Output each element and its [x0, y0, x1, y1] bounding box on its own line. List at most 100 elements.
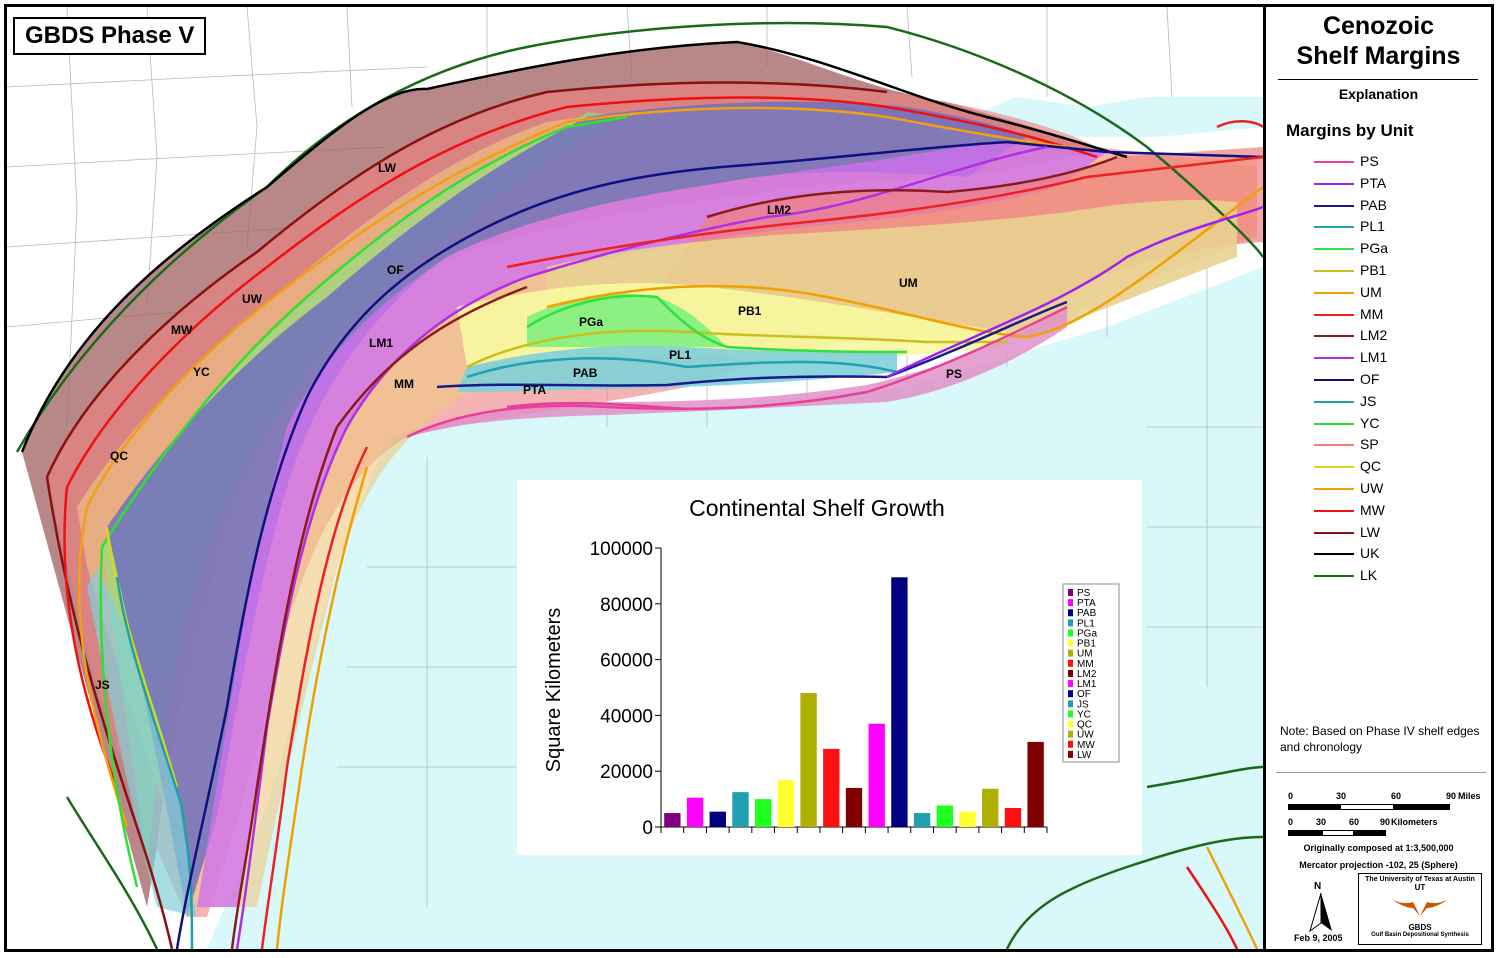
- longhorn-icon: [1387, 896, 1453, 916]
- chart-legend-swatch: [1068, 690, 1073, 698]
- scale-segment: [1288, 830, 1322, 836]
- legend-item-js: JS: [1314, 391, 1484, 413]
- scale-segment: [1394, 804, 1450, 810]
- map-frame: GBDS Phase V LW OF UW MW YC QC JS LM1 MM…: [4, 4, 1494, 952]
- chart-legend-swatch: [1068, 750, 1073, 758]
- legend-title-rule: [1278, 79, 1478, 80]
- legend-label: OF: [1360, 371, 1380, 387]
- chart-legend-swatch: [1068, 730, 1073, 738]
- chart-legend-label: UM: [1077, 649, 1093, 660]
- chart-bar-of: [891, 577, 908, 827]
- chart-legend-label: QC: [1077, 720, 1092, 731]
- chart-legend-swatch: [1068, 639, 1073, 647]
- scale-miles-tick: 60: [1391, 791, 1402, 801]
- chart-y-tick-label: 40000: [600, 706, 653, 727]
- legend-label: QC: [1360, 458, 1381, 475]
- chart-legend-label: PGa: [1077, 628, 1097, 639]
- legend-swatch: [1314, 204, 1354, 207]
- ut-gbds-logo: The University of Texas at Austin UT GBD…: [1358, 873, 1482, 945]
- legend-label: UW: [1360, 480, 1384, 496]
- shelf-margin-map: [7, 7, 1263, 949]
- scale-miles-tick: 30: [1336, 791, 1347, 801]
- legend-label: PAB: [1360, 196, 1387, 213]
- chart-bar-lm2: [845, 787, 863, 827]
- label-qc: QC: [110, 449, 128, 463]
- chart-title: Continental Shelf Growth: [689, 495, 945, 521]
- chart-legend-swatch: [1068, 609, 1073, 617]
- legend-title-line1: Cenozoic: [1322, 12, 1435, 40]
- north-label: N: [1314, 881, 1322, 892]
- legend-item-pta: PTA: [1314, 173, 1484, 195]
- chart-y-tick-label: 60000: [600, 651, 653, 672]
- legend-swatch: [1314, 488, 1354, 490]
- chart-legend-label: JS: [1077, 699, 1089, 710]
- chart-legend-swatch: [1068, 589, 1073, 596]
- scale-km-tick: 0: [1288, 817, 1294, 827]
- legend-item-mm: MM: [1314, 304, 1484, 326]
- chart-bar-qc: [959, 811, 976, 827]
- legend-divider: [1276, 772, 1486, 773]
- map-area[interactable]: GBDS Phase V LW OF UW MW YC QC JS LM1 MM…: [7, 7, 1263, 949]
- label-lw: LW: [378, 161, 396, 175]
- label-pab: PAB: [573, 366, 598, 380]
- chart-legend-label: PTA: [1077, 598, 1096, 609]
- legend-item-pb1: PB1: [1314, 260, 1484, 282]
- chart-y-tick-label: 0: [642, 818, 653, 839]
- scale-segment: [1340, 804, 1394, 810]
- legend-item-um: UM: [1314, 282, 1484, 304]
- chart-bar-pab: [709, 811, 726, 827]
- logo-university: The University of Texas at Austin: [1365, 876, 1475, 883]
- legend-item-uk: UK: [1314, 543, 1484, 565]
- legend-item-lw: LW: [1314, 522, 1484, 544]
- label-pga: PGa: [579, 315, 604, 329]
- scale-km-unit: Kilometers: [1391, 817, 1438, 827]
- chart-bar-lw: [1027, 741, 1044, 827]
- chart-y-axis-label: Square Kilometers: [543, 608, 565, 773]
- scale-km-tick: 90: [1380, 817, 1391, 827]
- legend-swatch: [1314, 466, 1354, 469]
- label-lm1: LM1: [369, 336, 393, 350]
- label-pta: PTA: [523, 383, 547, 397]
- legend-swatch: [1314, 313, 1354, 316]
- legend-label: PGa: [1360, 240, 1389, 257]
- chart-bar-pl1: [732, 792, 749, 827]
- scale-km-tick: 30: [1316, 817, 1327, 827]
- legend-item-lk: LK: [1314, 565, 1484, 587]
- chart-legend-swatch: [1068, 680, 1073, 688]
- chart-bar-ps: [664, 813, 681, 827]
- legend-swatch: [1314, 444, 1354, 447]
- chart-bar-yc: [936, 805, 953, 827]
- legend-item-pl1: PL1: [1314, 216, 1484, 238]
- legend-item-lm2: LM2: [1314, 325, 1484, 347]
- legend-label: UK: [1360, 545, 1380, 562]
- chart-legend-label: YC: [1077, 709, 1091, 720]
- legend-title: Cenozoic Shelf Margins: [1266, 11, 1491, 71]
- legend-item-of: OF: [1314, 369, 1484, 391]
- chart-legend-swatch: [1068, 659, 1073, 667]
- scale-km-tick: 60: [1349, 817, 1360, 827]
- legend-swatch: [1314, 531, 1354, 534]
- scale-segment: [1322, 830, 1354, 836]
- legend-swatch: [1314, 422, 1354, 425]
- legend-swatch: [1314, 379, 1354, 381]
- chart-legend-label: PL1: [1077, 618, 1095, 629]
- legend-label: LW: [1360, 523, 1380, 540]
- chart-legend-swatch: [1068, 740, 1073, 748]
- logo-ut: UT: [1414, 883, 1426, 892]
- legend-label: MM: [1360, 305, 1384, 322]
- label-pl1: PL1: [669, 348, 692, 362]
- legend-item-yc: YC: [1314, 413, 1484, 435]
- shelf-growth-chart: Continental Shelf Growth Square Kilomete…: [517, 480, 1142, 855]
- label-um: UM: [899, 276, 918, 290]
- chart-legend-label: MM: [1077, 659, 1094, 670]
- map-title: GBDS Phase V: [13, 17, 207, 55]
- label-pb1: PB1: [738, 304, 762, 318]
- legend-title-line2: Shelf Margins: [1296, 42, 1461, 70]
- legend-swatch: [1314, 357, 1354, 360]
- north-arrow-icon: [1309, 892, 1332, 933]
- label-ps: PS: [946, 367, 963, 381]
- legend-panel: Cenozoic Shelf Margins Explanation Margi…: [1263, 7, 1491, 949]
- label-lm2: LM2: [767, 203, 791, 217]
- projection-info: Mercator projection -102, 25 (Sphere): [1299, 860, 1458, 870]
- chart-y-tick-label: 100000: [590, 539, 653, 560]
